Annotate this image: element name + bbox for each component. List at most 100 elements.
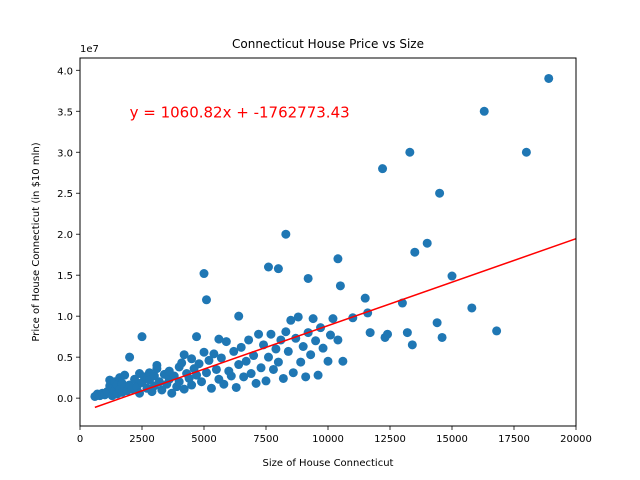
data-point	[402, 328, 412, 338]
data-point	[293, 312, 303, 322]
y-tick-label: 4.0	[57, 66, 73, 77]
data-point	[335, 281, 345, 291]
data-point	[360, 293, 370, 303]
data-point	[281, 229, 291, 239]
data-point	[303, 273, 313, 283]
y-tick-label: 0.5	[57, 353, 73, 364]
data-point	[435, 188, 445, 198]
x-tick-label: 17500	[498, 434, 530, 445]
data-point	[365, 328, 375, 338]
data-point	[125, 352, 135, 362]
data-point	[152, 360, 162, 370]
data-point	[226, 371, 236, 381]
regression-equation: y = 1060.82x + -1762773.43	[130, 103, 350, 121]
data-point	[273, 264, 283, 274]
data-point	[256, 363, 266, 373]
data-point	[296, 357, 306, 367]
data-point	[244, 335, 254, 345]
data-point	[199, 347, 209, 357]
data-point	[167, 388, 177, 398]
data-point	[333, 254, 343, 264]
data-point	[177, 358, 187, 368]
data-point	[187, 380, 197, 390]
data-point	[234, 360, 244, 370]
data-point	[383, 329, 393, 339]
data-point	[301, 372, 311, 382]
data-point	[263, 352, 273, 362]
data-point	[251, 378, 261, 388]
x-tick-label: 2500	[129, 434, 154, 445]
data-point	[521, 147, 531, 157]
x-tick-label: 20000	[560, 434, 592, 445]
data-point	[229, 346, 239, 356]
data-point	[216, 353, 226, 363]
data-point	[266, 329, 276, 339]
data-point	[271, 344, 281, 354]
data-point	[313, 370, 323, 380]
data-point	[410, 247, 420, 257]
data-point	[197, 377, 207, 387]
data-point	[447, 271, 457, 281]
data-point	[231, 382, 241, 392]
y-tick-label: 3.0	[57, 148, 73, 159]
data-point	[174, 377, 184, 387]
data-point	[492, 326, 502, 336]
data-point	[234, 311, 244, 321]
data-point	[437, 332, 447, 342]
y-axis-offset-text: 1e7	[80, 44, 99, 55]
y-tick-label: 3.5	[57, 107, 73, 118]
x-tick-label: 0	[77, 434, 83, 445]
data-point	[261, 376, 271, 386]
x-tick-label: 12500	[374, 434, 406, 445]
data-point	[199, 269, 209, 279]
data-point	[323, 356, 333, 366]
data-point	[137, 332, 147, 342]
data-point	[405, 147, 415, 157]
data-point	[204, 355, 214, 365]
data-point	[308, 314, 318, 324]
data-point	[192, 332, 202, 342]
data-point	[209, 349, 219, 359]
data-point	[283, 346, 293, 356]
y-tick-label: 1.0	[57, 312, 73, 323]
data-point	[254, 329, 264, 339]
data-point	[179, 384, 189, 394]
chart-title: Connecticut House Price vs Size	[232, 37, 424, 51]
data-point	[432, 318, 442, 328]
data-point	[298, 342, 308, 351]
data-point	[288, 368, 298, 378]
data-point	[479, 106, 489, 116]
y-tick-label: 1.5	[57, 271, 73, 282]
data-point	[246, 369, 256, 379]
regression-line	[94, 237, 577, 409]
data-point	[239, 372, 249, 382]
data-point	[422, 238, 432, 248]
y-axis-ticks: 0.0 0.5 1.0 1.5 2.0 2.5 3.0 3.5 4.0	[57, 66, 80, 405]
data-point	[268, 364, 278, 374]
data-point	[378, 164, 388, 174]
data-point	[179, 350, 189, 360]
y-tick-label: 0.0	[57, 394, 73, 405]
x-axis-label: Size of House Connecticut	[263, 458, 394, 469]
data-point	[407, 340, 417, 350]
data-point	[467, 303, 477, 313]
data-point	[306, 350, 316, 360]
data-point	[278, 373, 288, 383]
data-point	[318, 343, 328, 353]
data-point	[201, 368, 211, 378]
data-point	[214, 334, 224, 344]
data-point	[328, 314, 338, 324]
plot-area	[90, 73, 577, 409]
data-point	[325, 330, 335, 340]
data-point	[219, 379, 229, 389]
y-tick-label: 2.5	[57, 189, 73, 200]
data-point	[187, 354, 197, 364]
data-point	[544, 73, 554, 83]
data-point	[206, 383, 216, 393]
x-axis-ticks: 0 2500 5000 7500 10000 12500 15000 17500 20000	[77, 426, 592, 445]
data-point	[120, 370, 130, 380]
x-tick-label: 5000	[191, 434, 216, 445]
data-point	[338, 356, 348, 366]
